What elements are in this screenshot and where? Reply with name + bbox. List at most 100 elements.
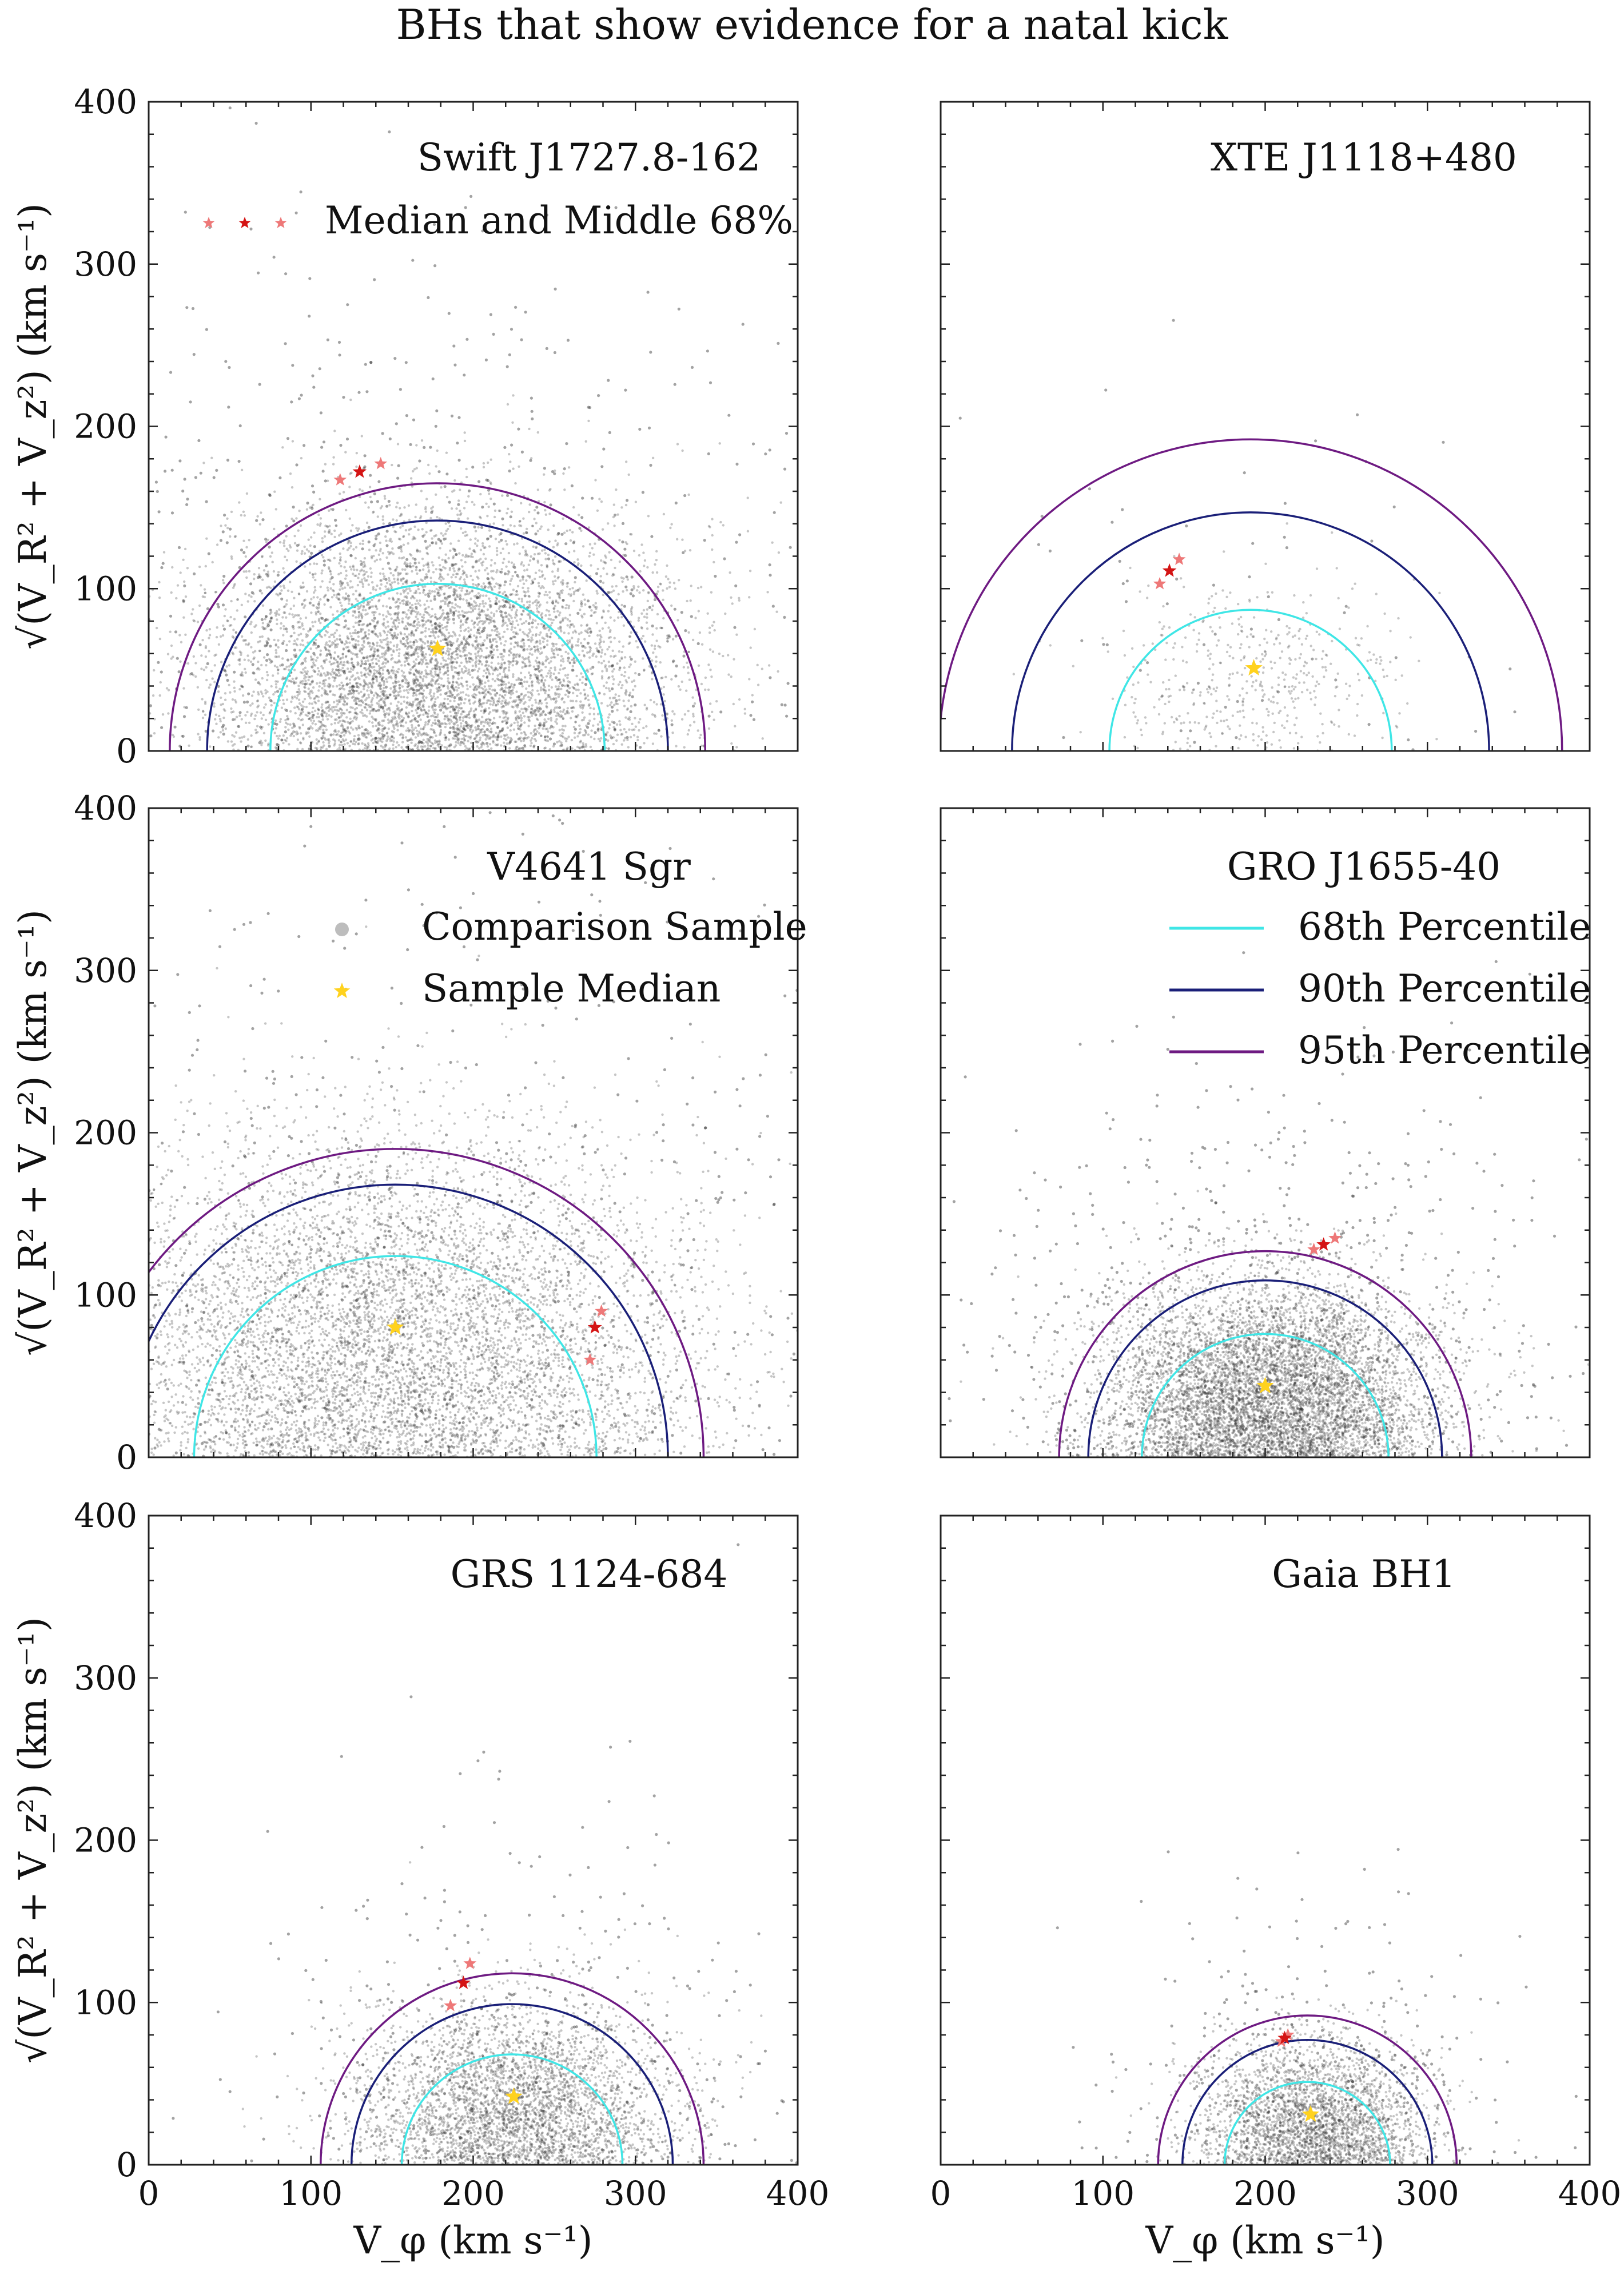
sample-point bbox=[308, 555, 311, 558]
sample-point bbox=[357, 391, 361, 394]
sample-point bbox=[514, 616, 517, 619]
sample-point bbox=[608, 646, 611, 649]
sample-point bbox=[375, 724, 377, 727]
sample-point bbox=[305, 650, 308, 654]
sample-point bbox=[609, 734, 612, 737]
sample-point bbox=[191, 307, 195, 311]
sample-point bbox=[546, 601, 549, 604]
sample-point bbox=[543, 686, 546, 689]
sample-point bbox=[427, 662, 430, 665]
sample-point bbox=[550, 618, 552, 621]
sample-point bbox=[460, 559, 463, 562]
sample-point bbox=[458, 567, 461, 571]
sample-point bbox=[528, 427, 531, 431]
sample-point bbox=[559, 745, 562, 748]
sample-point bbox=[313, 701, 316, 703]
sample-point bbox=[269, 645, 272, 648]
sample-point bbox=[451, 687, 454, 690]
sample-point bbox=[233, 535, 237, 538]
sample-point bbox=[620, 650, 623, 654]
sample-point bbox=[419, 569, 421, 572]
sample-point bbox=[636, 589, 639, 592]
sample-point bbox=[372, 682, 375, 685]
sample-point bbox=[580, 564, 583, 567]
sample-point bbox=[465, 534, 469, 536]
sample-point bbox=[386, 621, 389, 623]
sample-point bbox=[553, 710, 556, 714]
sample-point bbox=[340, 564, 343, 568]
sample-point bbox=[466, 555, 469, 558]
sample-point bbox=[367, 742, 370, 745]
sample-point bbox=[299, 682, 302, 685]
sample-point bbox=[372, 694, 376, 697]
sample-point bbox=[390, 654, 393, 657]
sample-point bbox=[159, 681, 162, 684]
sample-point bbox=[448, 500, 451, 504]
sample-point bbox=[582, 718, 585, 721]
sample-point bbox=[399, 602, 401, 605]
sample-point bbox=[315, 694, 319, 698]
sample-point bbox=[375, 549, 377, 552]
sample-point bbox=[663, 699, 666, 703]
sample-point bbox=[613, 524, 616, 527]
sample-point bbox=[205, 328, 208, 331]
sample-point bbox=[308, 702, 311, 705]
sample-point bbox=[449, 699, 452, 702]
sample-point bbox=[197, 439, 201, 443]
sample-point bbox=[568, 687, 571, 690]
sample-point bbox=[632, 587, 635, 590]
sample-point bbox=[337, 674, 340, 678]
sample-point bbox=[417, 723, 420, 727]
sample-point bbox=[412, 557, 415, 560]
sample-point bbox=[548, 696, 552, 699]
sample-point bbox=[539, 647, 542, 650]
sample-point bbox=[282, 627, 286, 631]
sample-point bbox=[404, 681, 407, 685]
sample-point bbox=[607, 661, 611, 663]
sample-point bbox=[460, 619, 463, 622]
sample-point bbox=[367, 696, 371, 699]
sample-point bbox=[627, 473, 630, 476]
sample-point bbox=[364, 363, 367, 366]
sample-point bbox=[507, 681, 510, 684]
sample-point bbox=[452, 573, 455, 577]
sample-point bbox=[352, 548, 355, 551]
sample-point bbox=[620, 576, 623, 579]
sample-point bbox=[614, 727, 616, 730]
sample-point bbox=[613, 728, 616, 731]
sample-point bbox=[464, 530, 467, 534]
sample-point bbox=[407, 727, 409, 730]
sample-point bbox=[572, 657, 575, 659]
sample-point bbox=[280, 706, 284, 709]
sample-point bbox=[382, 676, 385, 679]
sample-point bbox=[513, 683, 516, 687]
sample-point bbox=[355, 452, 358, 455]
sample-point bbox=[503, 734, 505, 737]
sample-point bbox=[590, 496, 594, 500]
sample-point bbox=[431, 743, 435, 746]
sample-point bbox=[359, 650, 362, 653]
sample-point bbox=[439, 725, 442, 728]
sample-point bbox=[444, 706, 448, 710]
sample-point bbox=[441, 638, 445, 641]
sample-point bbox=[305, 673, 309, 675]
sample-point bbox=[313, 545, 316, 548]
sample-point bbox=[604, 666, 607, 669]
sample-point bbox=[734, 725, 737, 727]
sample-point bbox=[444, 726, 447, 729]
sample-point bbox=[319, 622, 322, 625]
sample-point bbox=[258, 575, 262, 579]
sample-point bbox=[674, 634, 678, 638]
sample-point bbox=[501, 705, 504, 708]
sample-point bbox=[411, 738, 413, 742]
sample-point bbox=[444, 616, 447, 619]
sample-point bbox=[431, 741, 433, 745]
sample-point bbox=[501, 547, 504, 550]
sample-point bbox=[345, 508, 348, 512]
sample-point bbox=[503, 741, 505, 744]
sample-point bbox=[445, 691, 449, 694]
sample-point bbox=[341, 596, 345, 599]
sample-point bbox=[325, 692, 328, 695]
sample-point bbox=[579, 692, 582, 695]
sample-point bbox=[532, 746, 535, 749]
